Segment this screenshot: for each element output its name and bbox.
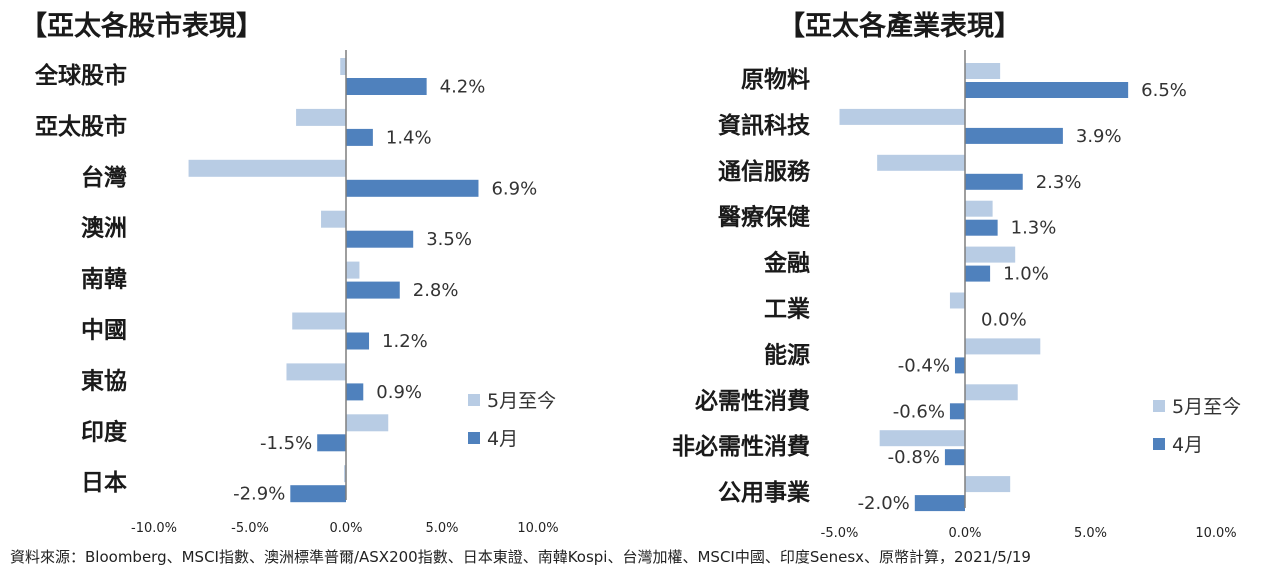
markets-x-tick-label: 0.0% (329, 521, 362, 536)
sectors-legend-label-april: 4月 (1172, 434, 1203, 456)
markets-category-label: 日本 (81, 470, 127, 496)
sectors-bar-may-to-date (949, 292, 965, 309)
markets-bar-april (317, 434, 346, 452)
sectors-bar-may-to-date (839, 108, 965, 125)
sectors-legend-label-may-to-date: 5月至今 (1172, 396, 1241, 418)
sectors-bar-april (965, 82, 1129, 98)
markets-legend-label-may-to-date: 5月至今 (487, 390, 556, 412)
sectors-bar-may-to-date (965, 63, 1001, 79)
sectors-bar-april (965, 219, 998, 236)
markets-bar-april (346, 128, 373, 146)
markets-x-tick-label: 5.0% (425, 521, 458, 536)
asia-pacific-markets-chart: 全球股市 4.2% 亞太股市 1.4% 台灣 6.9% 澳洲 3.5% 南韓 2.8% 中國 1.2%… (34, 50, 559, 536)
sectors-bar-may-to-date (965, 476, 1011, 493)
markets-category-label: 印度 (81, 418, 128, 445)
sectors-bar-april (965, 265, 991, 282)
markets-data-label: 2.8% (413, 280, 459, 301)
markets-bar-may-to-date (286, 363, 346, 381)
sectors-data-label: 1.0% (1003, 264, 1049, 285)
markets-category-label: 台灣 (81, 164, 127, 191)
sectors-category-label: 金融 (763, 250, 810, 277)
sectors-data-label: -0.8% (888, 447, 940, 468)
markets-category-label: 全球股市 (34, 62, 127, 89)
markets-data-label: 6.9% (491, 178, 537, 199)
chart-title-markets: 【亞太各股市表現】 (20, 11, 263, 42)
markets-bar-may-to-date (296, 108, 346, 126)
markets-bar-may-to-date (344, 465, 346, 483)
markets-bar-may-to-date (346, 414, 389, 432)
sectors-x-tick-label: -5.0% (821, 526, 859, 541)
markets-category-label: 東協 (81, 368, 127, 394)
markets-bar-april (346, 383, 364, 401)
sectors-bar-april (965, 173, 1023, 190)
markets-legend-label-april: 4月 (487, 428, 518, 450)
markets-bar-april (346, 332, 370, 350)
sectors-data-label: 2.3% (1036, 172, 1082, 193)
markets-x-tick-label: 10.0% (517, 521, 558, 536)
markets-data-label: 3.5% (426, 229, 472, 250)
markets-category-label: 澳洲 (81, 216, 127, 242)
sectors-category-label: 必需性消費 (695, 387, 810, 414)
sectors-legend-swatch-may-to-date (1153, 400, 1165, 412)
markets-legend-swatch-april (468, 432, 480, 444)
markets-category-label: 亞太股市 (35, 113, 127, 140)
markets-bar-april (346, 179, 479, 197)
sectors-x-tick-label: 10.0% (1195, 526, 1236, 541)
chart-title-sectors: 【亞太各產業表現】 (778, 11, 1021, 42)
markets-category-label: 南韓 (81, 266, 127, 293)
sectors-bar-may-to-date (877, 154, 965, 171)
sectors-bar-april (944, 449, 965, 466)
source-note: 資料來源：Bloomberg、MSCI指數、澳洲標準普爾/ASX200指數、日本… (10, 548, 1031, 566)
sectors-bar-may-to-date (879, 430, 965, 447)
markets-x-tick-label: -5.0% (231, 521, 269, 536)
markets-bar-april (346, 230, 414, 248)
sectors-data-label: -0.6% (893, 401, 945, 422)
sectors-bar-may-to-date (965, 200, 993, 217)
sectors-bar-may-to-date (965, 338, 1041, 355)
sectors-data-label: 0.0% (981, 310, 1027, 331)
sectors-x-tick-label: 0.0% (948, 526, 981, 541)
markets-data-label: 1.2% (382, 331, 428, 352)
markets-data-label: -2.9% (233, 484, 285, 505)
sectors-bar-may-to-date (965, 246, 1016, 263)
sectors-category-label: 能源 (764, 341, 810, 368)
sectors-legend-swatch-april (1153, 438, 1165, 450)
sectors-category-label: 非必需性消費 (672, 433, 810, 460)
markets-bar-may-to-date (188, 159, 346, 177)
sectors-category-label: 原物料 (741, 66, 810, 93)
markets-category-label: 中國 (81, 318, 127, 344)
sectors-bar-april (914, 495, 965, 512)
markets-bar-april (346, 281, 400, 299)
sectors-category-label: 資訊科技 (718, 112, 811, 139)
markets-data-label: 4.2% (440, 77, 486, 98)
sectors-data-label: -2.0% (858, 493, 910, 514)
markets-legend-swatch-may-to-date (468, 394, 480, 406)
sectors-x-tick-label: 5.0% (1074, 526, 1107, 541)
asia-pacific-sectors-chart: 原物料 6.5% 資訊科技 3.9% 通信服務 2.3% 醫療保健 1.3% 金融 1.0% 工業 0… (672, 50, 1241, 541)
markets-bar-may-to-date (346, 261, 360, 279)
markets-data-label: 1.4% (386, 127, 432, 148)
sectors-bar-april (949, 403, 965, 420)
markets-bar-may-to-date (292, 312, 346, 330)
sectors-data-label: -0.4% (898, 355, 950, 376)
markets-data-label: -1.5% (260, 433, 312, 454)
markets-x-tick-label: -10.0% (131, 521, 177, 536)
sectors-data-label: 1.3% (1011, 218, 1057, 239)
sectors-data-label: 3.9% (1076, 126, 1122, 147)
sectors-category-label: 醫療保健 (718, 204, 810, 231)
markets-bar-april (290, 485, 346, 503)
markets-bar-may-to-date (321, 210, 346, 228)
sectors-category-label: 公用事業 (718, 479, 811, 506)
sectors-category-label: 工業 (764, 296, 811, 323)
sectors-bar-may-to-date (965, 384, 1018, 401)
sectors-category-label: 通信服務 (718, 158, 811, 185)
sectors-bar-april (965, 127, 1063, 144)
sectors-data-label: 6.5% (1141, 80, 1187, 101)
sectors-bar-april (954, 357, 965, 374)
markets-data-label: 0.9% (376, 382, 422, 403)
markets-bar-may-to-date (340, 58, 346, 75)
markets-bar-april (346, 78, 427, 95)
